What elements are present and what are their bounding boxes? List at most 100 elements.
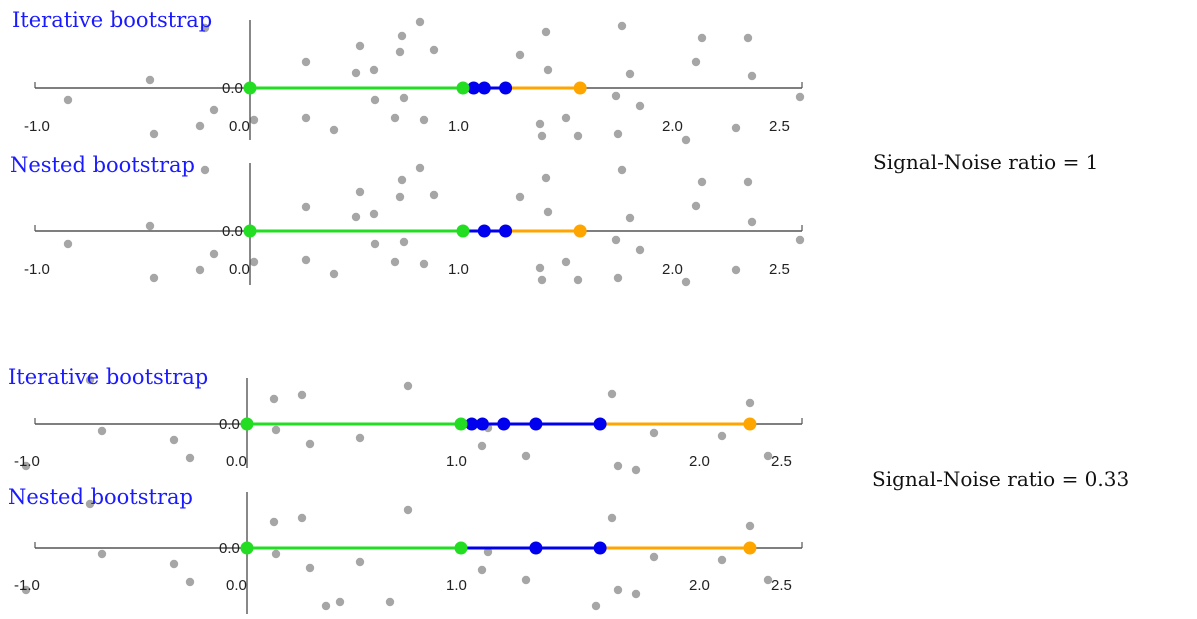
noise-point: [200, 23, 210, 33]
noise-point: [731, 123, 741, 133]
orange-point: [573, 81, 587, 95]
noise-point: [613, 461, 623, 471]
noise-point: [169, 559, 179, 569]
tick-label: 1.0: [448, 261, 469, 278]
noise-point: [85, 499, 95, 509]
noise-point: [355, 433, 365, 443]
tick-label: 0.0: [229, 118, 250, 135]
noise-point: [537, 275, 547, 285]
noise-point: [613, 129, 623, 139]
tick-label: 2.5: [769, 261, 790, 278]
noise-point: [681, 277, 691, 287]
noise-point: [535, 119, 545, 129]
blue-point: [593, 541, 607, 555]
panel-title-sn1-iterative: Iterative bootstrap: [12, 8, 213, 32]
noise-point: [625, 213, 635, 223]
tick-label: 2.0: [689, 577, 710, 594]
blue-point: [465, 417, 479, 431]
blue-point: [497, 417, 511, 431]
noise-point: [321, 601, 331, 611]
green-point: [454, 541, 468, 555]
noise-point: [429, 190, 439, 200]
orange-point: [743, 417, 757, 431]
noise-point: [399, 93, 409, 103]
green-point: [454, 417, 468, 431]
orange-point: [743, 541, 757, 555]
noise-point: [85, 375, 95, 385]
noise-point: [617, 165, 627, 175]
noise-point: [483, 547, 493, 557]
noise-point: [249, 257, 259, 267]
noise-point: [195, 265, 205, 275]
noise-point: [591, 601, 601, 611]
tick-label: 2.0: [662, 261, 683, 278]
noise-point: [521, 575, 531, 585]
noise-point: [631, 465, 641, 475]
noise-point: [355, 187, 365, 197]
noise-point: [613, 585, 623, 595]
noise-point: [149, 129, 159, 139]
noise-point: [403, 381, 413, 391]
noise-point: [301, 113, 311, 123]
noise-point: [611, 235, 621, 245]
noise-point: [681, 135, 691, 145]
noise-point: [195, 121, 205, 131]
noise-point: [613, 273, 623, 283]
noise-point: [541, 27, 551, 37]
noise-point: [97, 426, 107, 436]
noise-point: [731, 265, 741, 275]
blue-point: [529, 541, 543, 555]
noise-point: [355, 41, 365, 51]
noise-point: [145, 221, 155, 231]
blue-point: [499, 224, 513, 238]
blue-point: [499, 81, 513, 95]
panel-title-sn1-nested: Nested bootstrap: [10, 153, 195, 177]
noise-point: [649, 552, 659, 562]
noise-point: [607, 513, 617, 523]
noise-point: [515, 192, 525, 202]
noise-point: [351, 68, 361, 78]
green-point: [243, 224, 257, 238]
origin-label: 0.0: [222, 80, 243, 97]
tick-label: 1.0: [446, 453, 467, 470]
noise-point: [399, 237, 409, 247]
noise-point: [305, 439, 315, 449]
noise-point: [743, 177, 753, 187]
noise-point: [745, 398, 755, 408]
noise-point: [561, 257, 571, 267]
noise-point: [617, 21, 627, 31]
noise-point: [397, 175, 407, 185]
noise-point: [607, 389, 617, 399]
noise-point: [795, 92, 805, 102]
noise-point: [269, 517, 279, 527]
tick-label: 2.0: [662, 118, 683, 135]
blue-point: [467, 81, 481, 95]
noise-point: [301, 202, 311, 212]
noise-point: [415, 163, 425, 173]
noise-point: [145, 75, 155, 85]
noise-point: [21, 585, 31, 595]
noise-point: [390, 113, 400, 123]
noise-point: [351, 212, 361, 222]
tick-label: 2.5: [771, 577, 792, 594]
tick-label: 2.5: [769, 118, 790, 135]
noise-point: [477, 565, 487, 575]
noise-point: [403, 505, 413, 515]
noise-point: [743, 33, 753, 43]
noise-point: [369, 209, 379, 219]
noise-point: [625, 69, 635, 79]
noise-point: [370, 95, 380, 105]
noise-point: [763, 575, 773, 585]
noise-point: [717, 431, 727, 441]
tick-label: 2.5: [771, 453, 792, 470]
noise-point: [697, 33, 707, 43]
panel-title-sn033-iterative: Iterative bootstrap: [8, 365, 209, 389]
noise-point: [297, 390, 307, 400]
noise-point: [691, 201, 701, 211]
noise-point: [573, 131, 583, 141]
tick-label: -1.0: [24, 118, 50, 135]
noise-point: [335, 597, 345, 607]
noise-point: [535, 263, 545, 273]
